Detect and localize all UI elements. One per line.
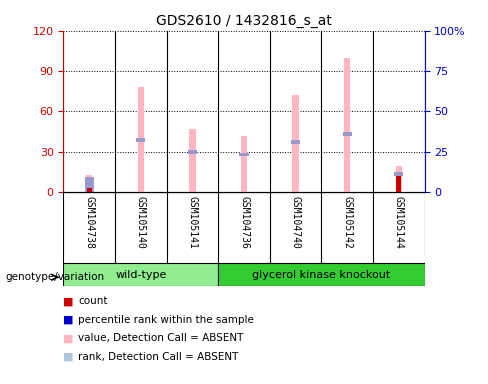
Bar [396, 167, 402, 192]
Text: GSM104740: GSM104740 [290, 195, 301, 248]
Bar [86, 174, 92, 192]
Text: glycerol kinase knockout: glycerol kinase knockout [252, 270, 390, 280]
Text: ■: ■ [63, 352, 74, 362]
Text: GSM104738: GSM104738 [84, 195, 94, 248]
Bar [394, 172, 404, 176]
Text: GSM104736: GSM104736 [239, 195, 249, 248]
Text: GSM105140: GSM105140 [136, 195, 146, 248]
Text: value, Detection Call = ABSENT: value, Detection Call = ABSENT [78, 333, 244, 343]
Text: ■: ■ [63, 315, 74, 325]
Bar [188, 150, 197, 154]
Text: percentile rank within the sample: percentile rank within the sample [78, 315, 254, 325]
Bar [343, 131, 352, 136]
Text: genotype/variation: genotype/variation [5, 272, 104, 282]
Bar [84, 177, 94, 192]
Bar [87, 188, 92, 192]
Bar [218, 263, 425, 286]
Text: GSM105141: GSM105141 [187, 195, 198, 248]
Text: ■: ■ [63, 333, 74, 343]
Text: rank, Detection Call = ABSENT: rank, Detection Call = ABSENT [78, 352, 239, 362]
Text: ■: ■ [63, 296, 74, 306]
Bar [291, 140, 300, 144]
Bar [241, 136, 247, 192]
Text: wild-type: wild-type [115, 270, 166, 280]
Bar [189, 129, 196, 192]
Bar [136, 138, 145, 142]
Text: GSM105142: GSM105142 [342, 195, 352, 248]
Bar [63, 263, 218, 286]
Title: GDS2610 / 1432816_s_at: GDS2610 / 1432816_s_at [156, 14, 332, 28]
Bar [396, 176, 401, 192]
Bar [138, 87, 144, 192]
Bar [344, 58, 350, 192]
Text: count: count [78, 296, 107, 306]
Text: GSM105144: GSM105144 [394, 195, 404, 248]
Bar [239, 153, 249, 156]
Bar [292, 95, 299, 192]
